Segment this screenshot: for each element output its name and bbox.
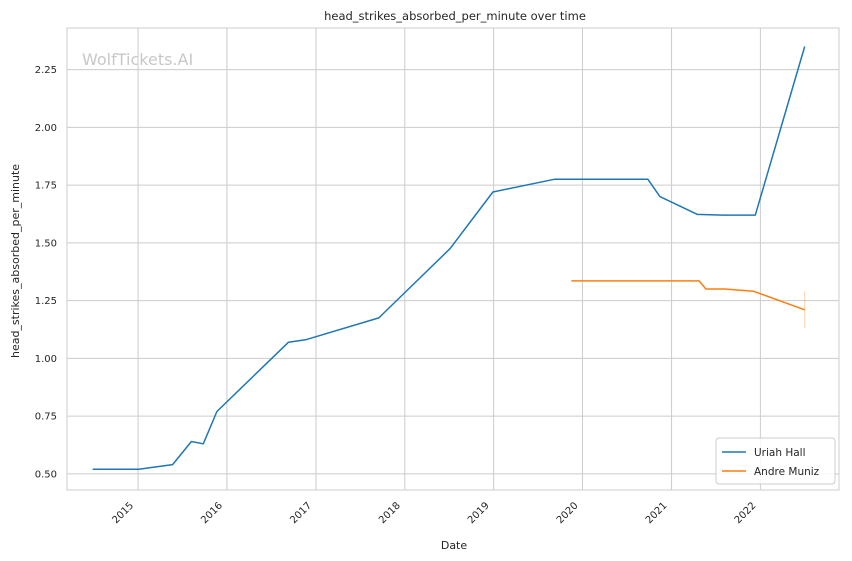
x-tick-label: 2018: [377, 500, 403, 526]
y-axis-label: head_strikes_absorbed_per_minute: [9, 164, 22, 358]
y-tick-label: 1.75: [35, 181, 57, 192]
series-line-uriah-hall: [92, 46, 806, 470]
y-tick-label: 2.00: [35, 123, 57, 134]
gridlines: [67, 28, 839, 490]
x-tick-label: 2021: [644, 500, 670, 526]
y-axis-ticks: 0.50 0.75 1.00 1.25 1.50 1.75 2.00 2.25: [35, 65, 57, 480]
series-line-andre-muniz: [571, 280, 805, 311]
legend-box: [715, 437, 836, 485]
plot-area-frame: [66, 27, 840, 491]
watermark: WolfTickets.AI: [82, 50, 193, 69]
x-axis-label: Date: [441, 539, 468, 552]
series-lines: [92, 46, 806, 470]
y-tick-label: 2.25: [35, 65, 57, 76]
chart-title: head_strikes_absorbed_per_minute over ti…: [324, 9, 586, 23]
legend: Uriah Hall Andre Muniz: [715, 437, 836, 485]
y-tick-label: 1.00: [35, 354, 57, 365]
y-tick-label: 1.25: [35, 296, 57, 307]
legend-label: Uriah Hall: [754, 447, 806, 459]
x-axis-ticks: 2015 2016 2017 2018 2019 2020 2021 2022: [110, 500, 758, 526]
x-tick-label: 2022: [733, 500, 759, 526]
legend-label: Andre Muniz: [754, 466, 820, 478]
y-tick-label: 0.75: [35, 412, 57, 423]
x-tick-label: 2015: [110, 500, 136, 526]
x-tick-label: 2016: [199, 500, 225, 526]
y-tick-label: 0.50: [35, 469, 57, 480]
x-tick-label: 2019: [466, 500, 492, 526]
x-tick-label: 2020: [555, 500, 581, 526]
y-tick-label: 1.50: [35, 238, 57, 249]
x-tick-label: 2017: [288, 500, 314, 526]
